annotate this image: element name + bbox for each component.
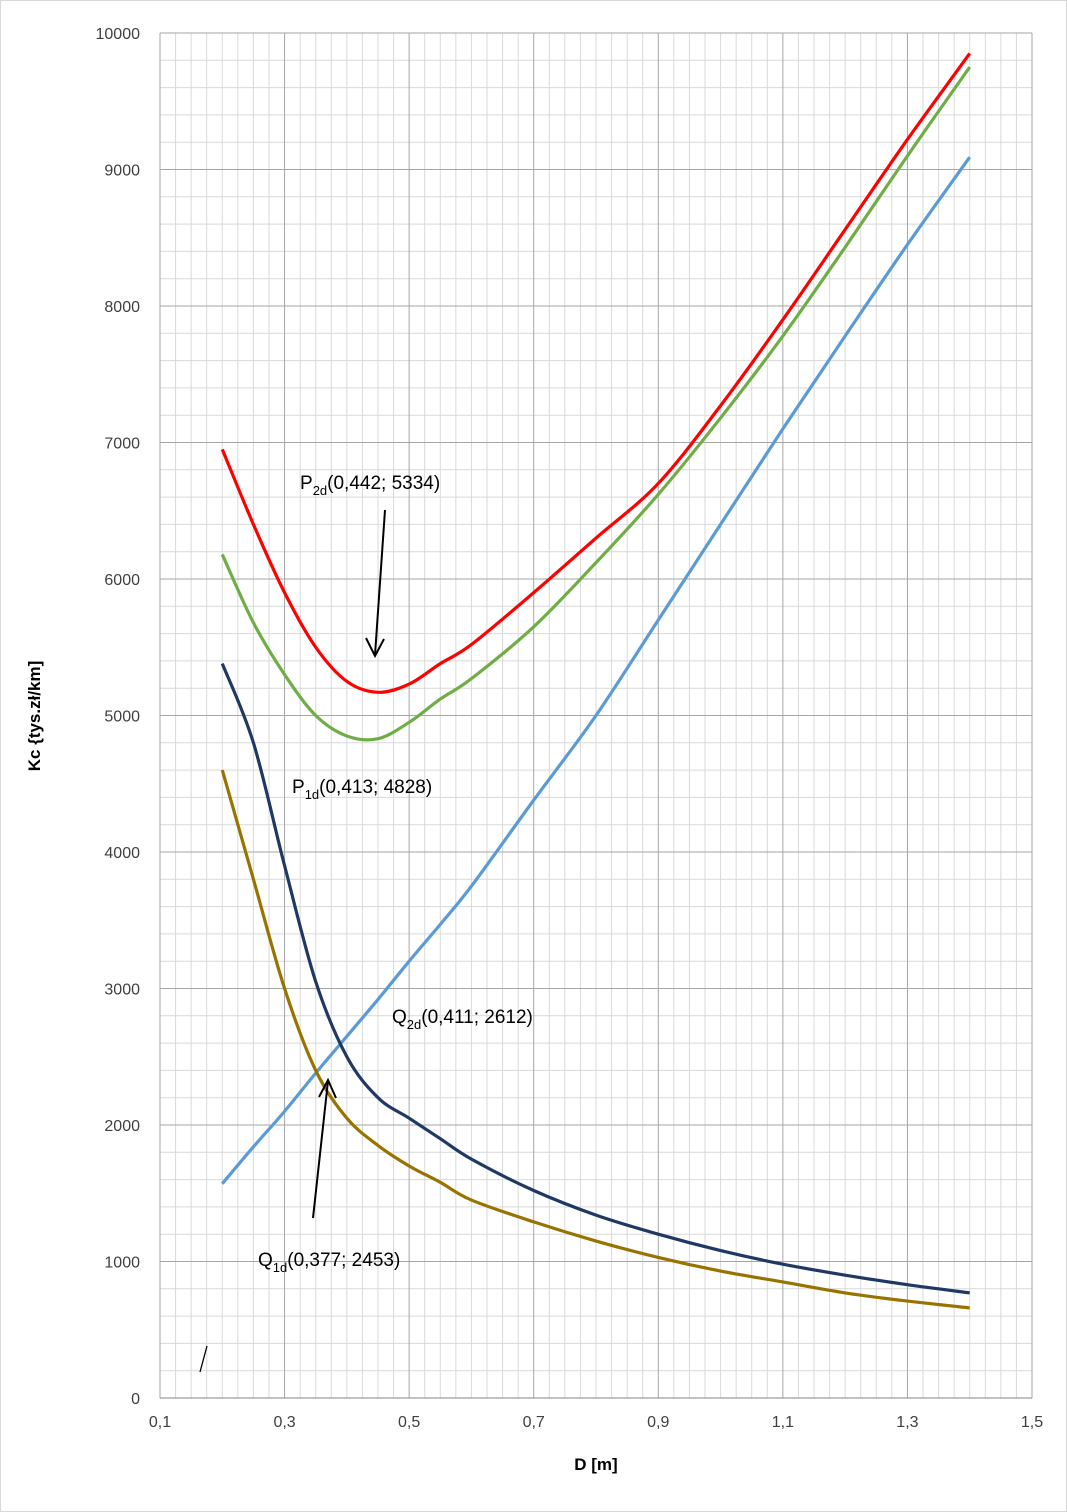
arrows xyxy=(199,509,386,1373)
y-tick-label: 7000 xyxy=(104,436,140,453)
x-tick-label: 1,5 xyxy=(1021,1414,1043,1431)
annotation: P1d(0,413; 4828) xyxy=(292,777,432,802)
annotation: Q1d(0,377; 2453) xyxy=(258,1250,400,1275)
y-tick-label: 2000 xyxy=(104,1118,140,1135)
y-tick-label: 5000 xyxy=(104,709,140,726)
series-line xyxy=(220,66,972,742)
annotation-sub: 2d xyxy=(407,1017,421,1032)
x-axis-title: D [m] xyxy=(574,1455,617,1474)
y-tick-label: 3000 xyxy=(104,982,140,999)
y-tick-label: 1000 xyxy=(104,1255,140,1272)
annotation-base: Q xyxy=(392,1007,407,1028)
arrow xyxy=(374,509,386,656)
x-tick-label: 0,9 xyxy=(647,1414,669,1431)
x-tick-label: 1,3 xyxy=(896,1414,918,1431)
annotation-sub: 2d xyxy=(313,483,327,498)
y-tick-label: 0 xyxy=(131,1391,140,1408)
arrow xyxy=(312,1080,329,1219)
arrow-head xyxy=(365,637,385,659)
annotation-sub: 1d xyxy=(305,787,319,802)
stray-mark xyxy=(199,1345,208,1373)
x-tick-label: 0,1 xyxy=(149,1414,171,1431)
annotation-rest: (0,411; 2612) xyxy=(421,1007,533,1028)
y-axis-title: Kc {tys.zł/km] xyxy=(25,661,44,772)
arrow-head xyxy=(318,1077,337,1099)
annotation-rest: (0,413; 4828) xyxy=(319,777,432,798)
y-tick-label: 9000 xyxy=(104,163,140,180)
x-tick-label: 0,7 xyxy=(523,1414,545,1431)
annotation: Q2d(0,411; 2612) xyxy=(392,1007,533,1032)
annotation-base: Q xyxy=(258,1250,273,1271)
annotation-rest: (0,377; 2453) xyxy=(287,1250,400,1271)
grid xyxy=(159,32,1033,1399)
y-tick-label: 6000 xyxy=(104,572,140,589)
series-line xyxy=(220,52,972,694)
annotation-base: P xyxy=(292,777,305,798)
annotation-base: P xyxy=(300,473,313,494)
annotation-rest: (0,442; 5334) xyxy=(327,473,440,494)
annotation-sub: 1d xyxy=(273,1260,287,1275)
y-tick-label: 4000 xyxy=(104,845,140,862)
series-line xyxy=(220,663,970,1295)
lines xyxy=(220,52,972,1310)
annotation: P2d(0,442; 5334) xyxy=(300,473,440,498)
y-tick-label: 10000 xyxy=(96,26,141,43)
x-tick-label: 0,3 xyxy=(273,1414,295,1431)
labels: 0,1 0,3 0,5 0,7 0,9 1,1 1,3 1,5 0 1000 2000 3000 400… xyxy=(96,26,1044,1431)
series-line xyxy=(220,769,970,1310)
y-tick-label: 8000 xyxy=(104,299,140,316)
x-tick-label: 1,1 xyxy=(772,1414,794,1431)
x-tick-label: 0,5 xyxy=(398,1414,420,1431)
